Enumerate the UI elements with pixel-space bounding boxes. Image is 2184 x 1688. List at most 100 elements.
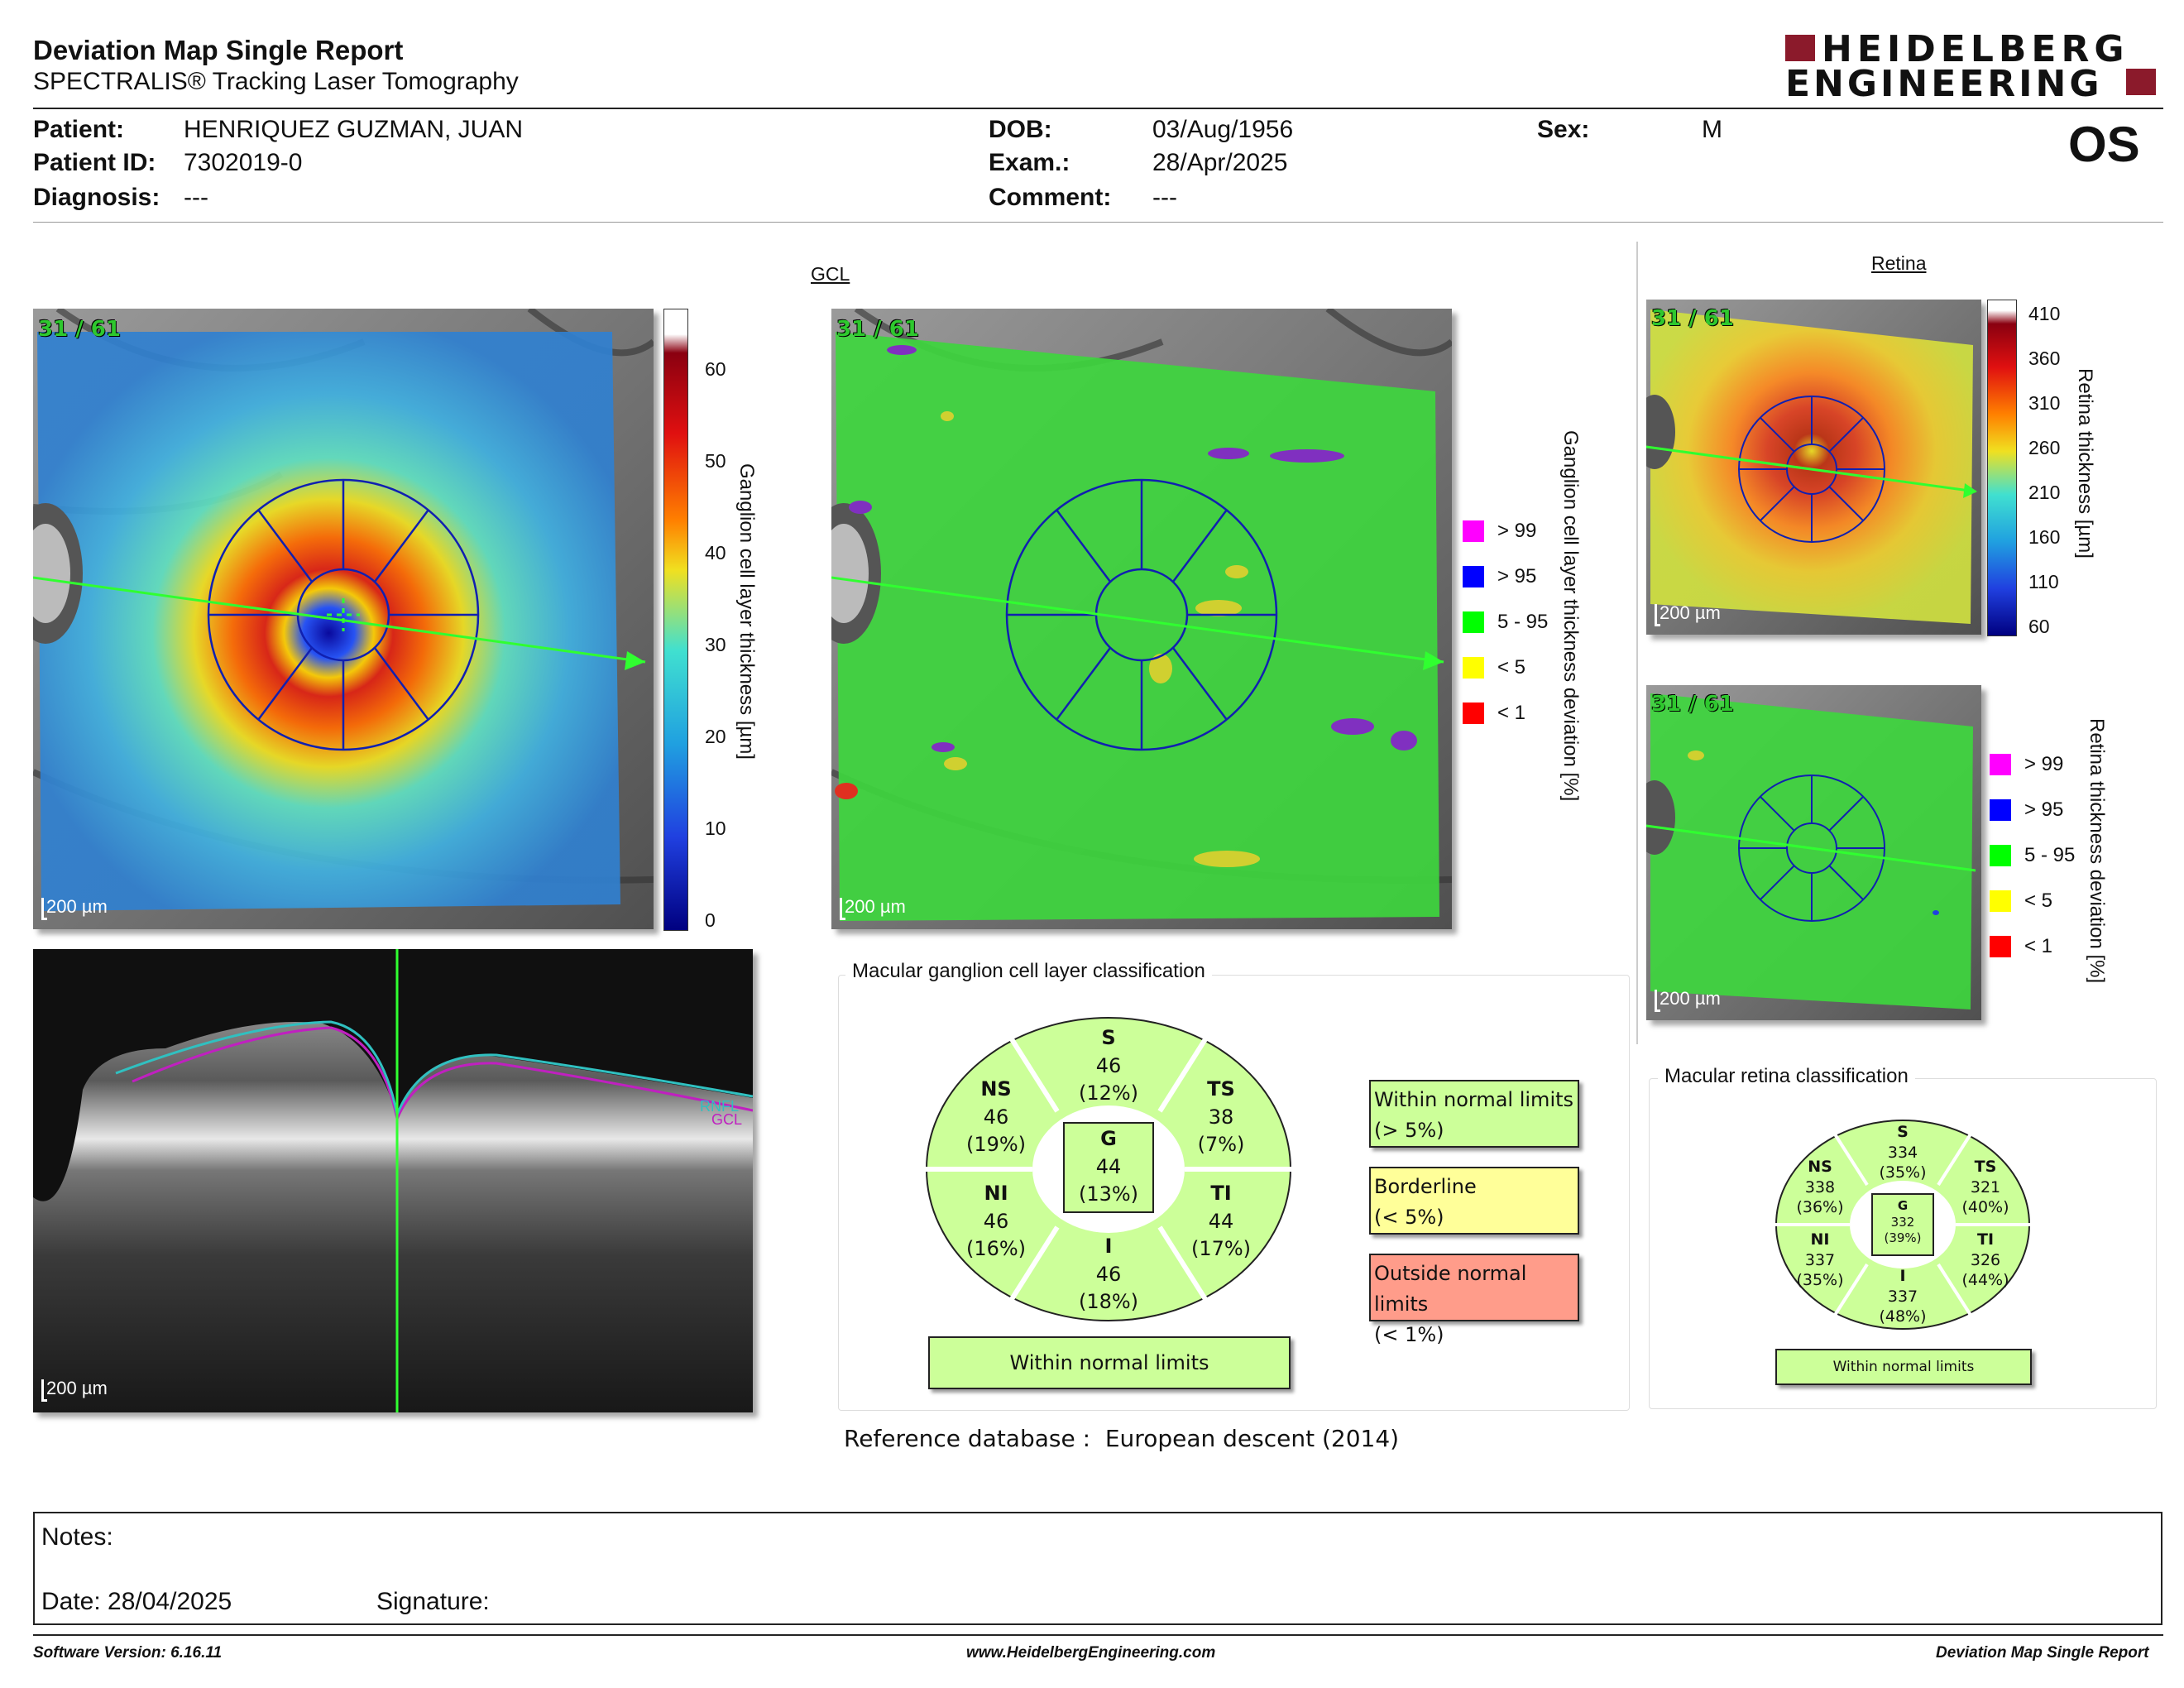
retina-deviation-legend-item: < 5 [1990,890,2052,913]
gcl-deviation-legend-label: > 95 [1497,565,1537,587]
gcl-deviation-map: 31 / 61 200 µm [831,309,1452,929]
gcl-thickness-tick: 10 [705,818,726,839]
exam-label: Exam.: [989,149,1070,176]
gcl-deviation-legend-item: > 95 [1463,565,1536,588]
gcl-deviation-legend-item: < 1 [1463,702,1525,725]
retina-thickness-colorbar [1987,300,2017,636]
gcl-sector-ti: TI 44 (17%) [1190,1182,1252,1261]
retina-sector-chart: S 334 (35%) NS 338 (36%) TS 321 (40%) G 332 (39%… [1774,1119,2031,1331]
gcl-sector-i: I 46 (18%) [1078,1235,1139,1314]
gcl-thickness-tick: 30 [705,634,726,655]
reference-database-value: European descent (2014) [1104,1425,1400,1452]
notes-date: Date: 28/04/2025 [41,1588,232,1615]
patient-label: Patient: [33,116,125,143]
comment-label: Comment: [989,184,1112,211]
retina-sector-ti: TI 326 (44%) [1961,1230,2009,1290]
retina-thickness-acq-label: 31 / 61 [1651,306,1734,331]
retina-thickness-tick: 60 [2028,616,2050,637]
retina-sector-g: G 332 (39%) [1884,1198,1922,1245]
footer-report-name: Deviation Map Single Report [1936,1644,2149,1662]
heidelberg-logo: HEIDELBERG ENGINEERING [1779,28,2163,105]
classification-legend-box: Outside normal limits (< 1%) [1369,1254,1579,1346]
retina-thickness-map: 31 / 61 200 µm [1646,300,1981,635]
retina-deviation-legend-swatch [1990,799,2011,821]
sex-label: Sex: [1537,116,1590,143]
classification-legend-title: Within normal limits [1374,1088,1574,1111]
retina-thickness-scale: 200 µm [1655,602,1721,626]
signature-line[interactable] [510,1611,1090,1612]
retina-deviation-legend-swatch [1990,890,2011,912]
footer-website[interactable]: www.HeidelbergEngineering.com [966,1644,1216,1662]
classification-legend-range: (< 5%) [1374,1206,1444,1230]
gcl-deviation-legend-label: < 1 [1497,702,1526,724]
retina-deviation-map: 31 / 61 200 µm [1646,685,1981,1020]
classification-legend-title: Outside normal limits [1374,1262,1527,1316]
retina-deviation-legend-item: > 95 [1990,798,2063,822]
gcl-deviation-legend-swatch [1463,611,1484,633]
retina-deviation-legend-swatch [1990,754,2011,775]
notes-box: Notes: Date: 28/04/2025 Signature: [33,1512,2162,1625]
gcl-deviation-legend-item: < 5 [1463,656,1525,679]
retina-thickness-tick: 210 [2028,482,2061,503]
retina-sector-s: S 334 (35%) [1879,1123,1927,1182]
gcl-thickness-axis-label: Ganglion cell layer thickness [µm] [735,463,758,760]
retina-thickness-axis-label: Retina thickness [µm] [2074,368,2096,559]
retina-thickness-tick: 410 [2028,303,2061,324]
gcl-deviation-legend-swatch [1463,566,1484,587]
gcl-sector-g: G 44 (13%) [1078,1127,1139,1206]
retina-sector-ts: TS 321 (40%) [1961,1158,2009,1217]
diagnosis-label: Diagnosis: [33,184,160,211]
gcl-thickness-map: 31 / 61 200 µm [33,309,654,929]
retina-result-box: Within normal limits [1775,1349,2032,1385]
retina-deviation-scale: 200 µm [1655,988,1721,1012]
retina-sector-ns: NS 338 (36%) [1796,1158,1844,1217]
signature-label: Signature: [376,1588,490,1615]
retina-sector-i: I 337 (48%) [1879,1267,1927,1326]
gcl-sector-ni: NI 46 (16%) [965,1182,1027,1261]
oct-bscan-image: RNFL GCL 200 µm [33,949,753,1412]
reference-database-label: Reference database : [844,1425,1091,1452]
diagnosis-value: --- [184,184,208,211]
classification-legend-range: (< 1%) [1374,1323,1444,1347]
patient-value: HENRIQUEZ GUZMAN, JUAN [184,116,524,143]
gcl-deviation-acq-label: 31 / 61 [836,317,919,342]
gcl-deviation-legend-label: 5 - 95 [1497,611,1549,633]
retina-deviation-legend-item: 5 - 95 [1990,844,2075,867]
gcl-thickness-tick: 20 [705,726,726,747]
gcl-thickness-colorbar [663,309,688,931]
notes-label: Notes: [41,1523,113,1551]
retina-thickness-tick: 160 [2028,526,2061,548]
gcl-deviation-legend-swatch [1463,520,1484,542]
retina-thickness-tick: 310 [2028,392,2061,414]
gcl-deviation-legend-swatch [1463,703,1484,724]
classification-legend-box: Within normal limits (> 5%) [1369,1080,1579,1148]
report-subtitle: SPECTRALIS® Tracking Laser Tomography [33,68,519,95]
classification-legend-title: Borderline [1374,1175,1477,1198]
footer-software-version: Software Version: 6.16.11 [33,1644,223,1662]
gcl-sector-ns: NS 46 (19%) [965,1077,1027,1157]
classification-legend-box: Borderline (< 5%) [1369,1167,1579,1235]
retina-deviation-legend-label: > 99 [2024,753,2064,775]
gcl-thickness-acq-label: 31 / 61 [38,317,121,342]
retina-deviation-legend-label: < 1 [2024,935,2053,957]
gcl-section-link[interactable]: GCL [811,263,850,285]
retina-deviation-legend-swatch [1990,845,2011,866]
classification-legend-range: (> 5%) [1374,1119,1444,1143]
patient-id-label: Patient ID: [33,149,156,176]
gcl-deviation-legend-item: 5 - 95 [1463,611,1548,634]
gcl-sector-ts: TS 38 (7%) [1197,1077,1245,1157]
retina-deviation-legend-label: < 5 [2024,890,2053,912]
gcl-sector-chart: S 46 (12%) NS 46 (19%) TS 38 (7%) G 44 (13%) NI 4… [925,1016,1292,1322]
gcl-deviation-scale: 200 µm [840,896,906,920]
retina-deviation-axis-label: Retina thickness deviation [%] [2086,718,2108,984]
retina-section-link[interactable]: Retina [1871,252,1927,274]
reference-database: Reference database : European descent (2… [844,1425,1399,1452]
report-title: Deviation Map Single Report [33,35,404,65]
retina-thickness-tick: 260 [2028,437,2061,458]
rnfl-layer-label: RNFL [700,1098,740,1115]
gcl-thickness-tick: 60 [705,358,726,380]
comment-value: --- [1152,184,1177,211]
eye-indicator: OS [2068,117,2140,172]
retina-deviation-legend-item: < 1 [1990,935,2052,958]
patient-id-value: 7302019-0 [184,149,303,176]
